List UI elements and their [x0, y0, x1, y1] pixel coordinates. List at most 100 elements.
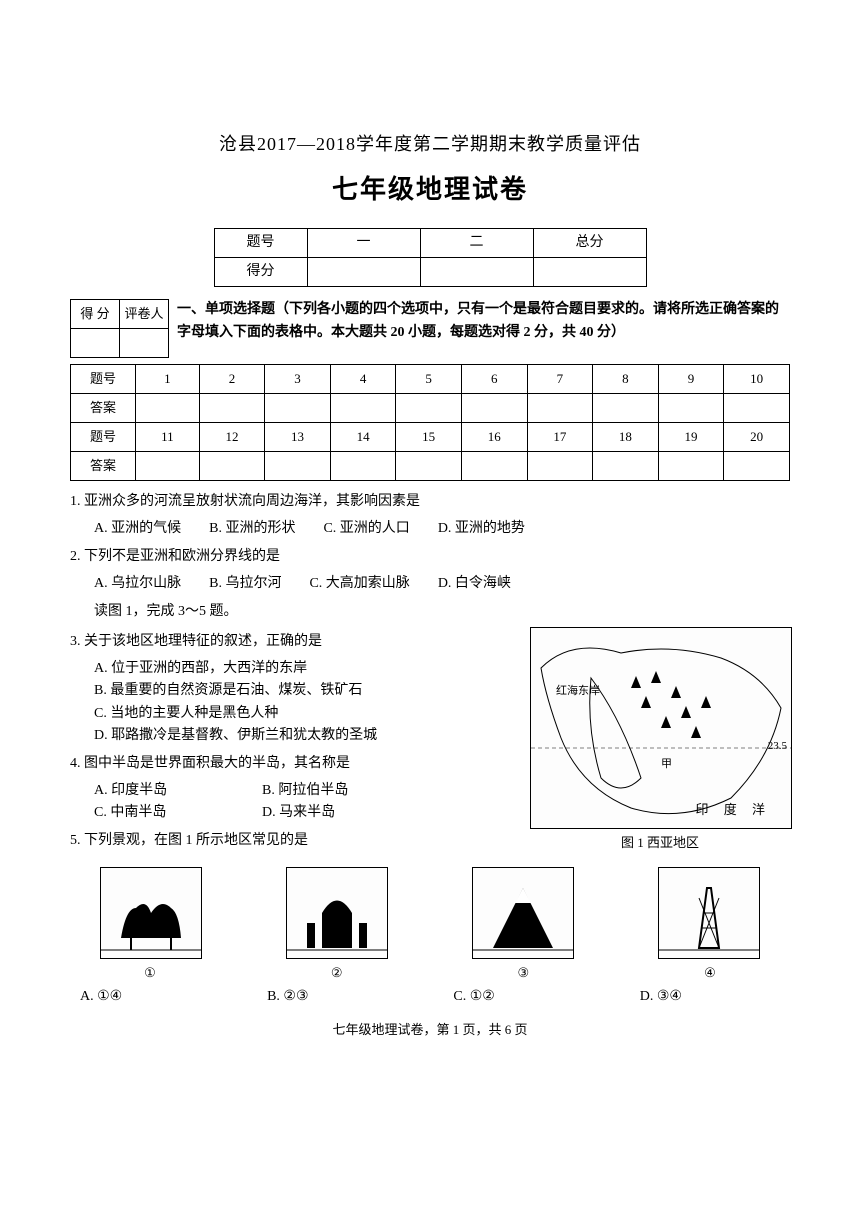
option-d: D. ③④: [640, 986, 682, 1008]
cell: 17: [527, 423, 593, 452]
scene-labels-row: ① ② ③ ④: [70, 963, 790, 984]
cell: 3: [265, 365, 331, 394]
cell-blank: [330, 394, 396, 423]
cell-label: 题号: [71, 365, 136, 394]
table-row: 答案: [71, 452, 790, 481]
question-5-options: A. ①④ B. ②③ C. ①② D. ③④: [80, 986, 790, 1008]
exam-page: 沧县2017—2018学年度第二学期期末教学质量评估 七年级地理试卷 题号 一 …: [70, 130, 790, 1041]
option-a: A. 位于亚洲的西部，大西洋的东岸: [94, 658, 492, 680]
cell: 8: [593, 365, 659, 394]
cell: 18: [593, 423, 659, 452]
question-3: 3. 关于该地区地理特征的叙述，正确的是: [70, 631, 520, 653]
option-a: A. 乌拉尔山脉: [94, 573, 181, 595]
cell: 1: [136, 365, 200, 394]
cell: 15: [396, 423, 462, 452]
cell-blank: [120, 329, 169, 358]
cell: 5: [396, 365, 462, 394]
map-figure: 红海东岸 甲 23.5 印 度 洋: [530, 627, 792, 829]
cell-blank: [136, 452, 200, 481]
scene-label-3: ③: [473, 963, 573, 984]
question-4-options: A. 印度半岛 B. 阿拉伯半岛 C. 中南半岛 D. 马来半岛: [94, 780, 520, 825]
cell: 12: [199, 423, 265, 452]
question-2-options: A. 乌拉尔山脉 B. 乌拉尔河 C. 大高加索山脉 D. 白令海峡: [94, 573, 790, 595]
cell-blank: [533, 258, 646, 287]
option-c: C. 当地的主要人种是黑色人种: [94, 703, 492, 725]
page-footer: 七年级地理试卷，第 1 页，共 6 页: [70, 1020, 790, 1041]
cell: 14: [330, 423, 396, 452]
scorer-table: 得 分 评卷人: [70, 299, 169, 358]
cell-blank: [396, 452, 462, 481]
map-caption: 图 1 西亚地区: [530, 833, 790, 854]
cell-blank: [265, 452, 331, 481]
cell: 19: [658, 423, 724, 452]
cell-blank: [658, 452, 724, 481]
option-b: B. 乌拉尔河: [209, 573, 281, 595]
section-instruction: 一、单项选择题（下列各小题的四个选项中，只有一个是最符合题目要求的。请将所选正确…: [169, 299, 790, 344]
cell-label: 评卷人: [120, 300, 169, 329]
cell-blank: [420, 258, 533, 287]
questions-left-column: 3. 关于该地区地理特征的叙述，正确的是 A. 位于亚洲的西部，大西洋的东岸 B…: [70, 627, 520, 857]
cell-blank: [527, 394, 593, 423]
cell: 20: [724, 423, 790, 452]
cell-label: 答案: [71, 394, 136, 423]
main-title: 七年级地理试卷: [70, 169, 790, 211]
mosque-icon: [287, 868, 387, 958]
scorer-row: 得 分 评卷人 一、单项选择题（下列各小题的四个选项中，只有一个是最符合题目要求…: [70, 299, 790, 358]
cell-label: 得分: [214, 258, 307, 287]
cell: 9: [658, 365, 724, 394]
table-row: 得分: [214, 258, 646, 287]
option-a: A. ①④: [80, 986, 122, 1008]
map-label-left: 红海东岸: [556, 683, 600, 701]
cell-blank: [307, 258, 420, 287]
scene-image-1: [100, 867, 202, 959]
cell-label: 题号: [214, 229, 307, 258]
option-d: D. 马来半岛: [262, 802, 335, 824]
option-b: B. 阿拉伯半岛: [262, 780, 348, 802]
option-c: C. 大高加索山脉: [309, 573, 409, 595]
cell: 6: [461, 365, 527, 394]
cell-blank: [461, 452, 527, 481]
map-label-center: 甲: [661, 756, 672, 774]
oil-derrick-icon: [659, 868, 759, 958]
map-label-right: 23.5: [768, 738, 787, 756]
option-d: D. 亚洲的地势: [438, 518, 525, 540]
cell: 11: [136, 423, 200, 452]
cell-blank: [199, 394, 265, 423]
cell-blank: [71, 329, 120, 358]
map-label-sea: 印 度 洋: [695, 800, 771, 821]
option-c: C. 中南半岛: [94, 802, 234, 824]
option-d: D. 白令海峡: [438, 573, 511, 595]
cell-blank: [136, 394, 200, 423]
option-a: A. 亚洲的气候: [94, 518, 181, 540]
cell-blank: [658, 394, 724, 423]
option-b: B. 亚洲的形状: [209, 518, 295, 540]
option-b: B. 最重要的自然资源是石油、煤炭、铁矿石: [94, 680, 492, 702]
cell-blank: [724, 452, 790, 481]
cell: 16: [461, 423, 527, 452]
table-row: 答案: [71, 394, 790, 423]
cell: 一: [307, 229, 420, 258]
cell-blank: [330, 452, 396, 481]
scene-label-2: ②: [287, 963, 387, 984]
cell: 总分: [533, 229, 646, 258]
figure-intro: 读图 1，完成 3～5 题。: [94, 601, 790, 623]
table-row: 题号 一 二 总分: [214, 229, 646, 258]
camel-icon: [101, 868, 201, 958]
cell: 2: [199, 365, 265, 394]
scene-images-row: [70, 867, 790, 959]
option-c: C. ①②: [453, 986, 494, 1008]
scene-image-4: [658, 867, 760, 959]
option-a: A. 印度半岛: [94, 780, 234, 802]
map-svg-icon: [531, 628, 791, 828]
scene-image-3: [472, 867, 574, 959]
scene-label-1: ①: [100, 963, 200, 984]
map-container: 红海东岸 甲 23.5 印 度 洋 图 1 西亚地区: [530, 627, 790, 857]
cell: 10: [724, 365, 790, 394]
cell: 7: [527, 365, 593, 394]
table-row: 题号 11 12 13 14 15 16 17 18 19 20: [71, 423, 790, 452]
question-1: 1. 亚洲众多的河流呈放射状流向周边海洋，其影响因素是: [70, 491, 790, 513]
mountain-icon: [473, 868, 573, 958]
table-row: 题号 1 2 3 4 5 6 7 8 9 10: [71, 365, 790, 394]
score-summary-table: 题号 一 二 总分 得分: [214, 228, 647, 287]
option-b: B. ②③: [267, 986, 308, 1008]
